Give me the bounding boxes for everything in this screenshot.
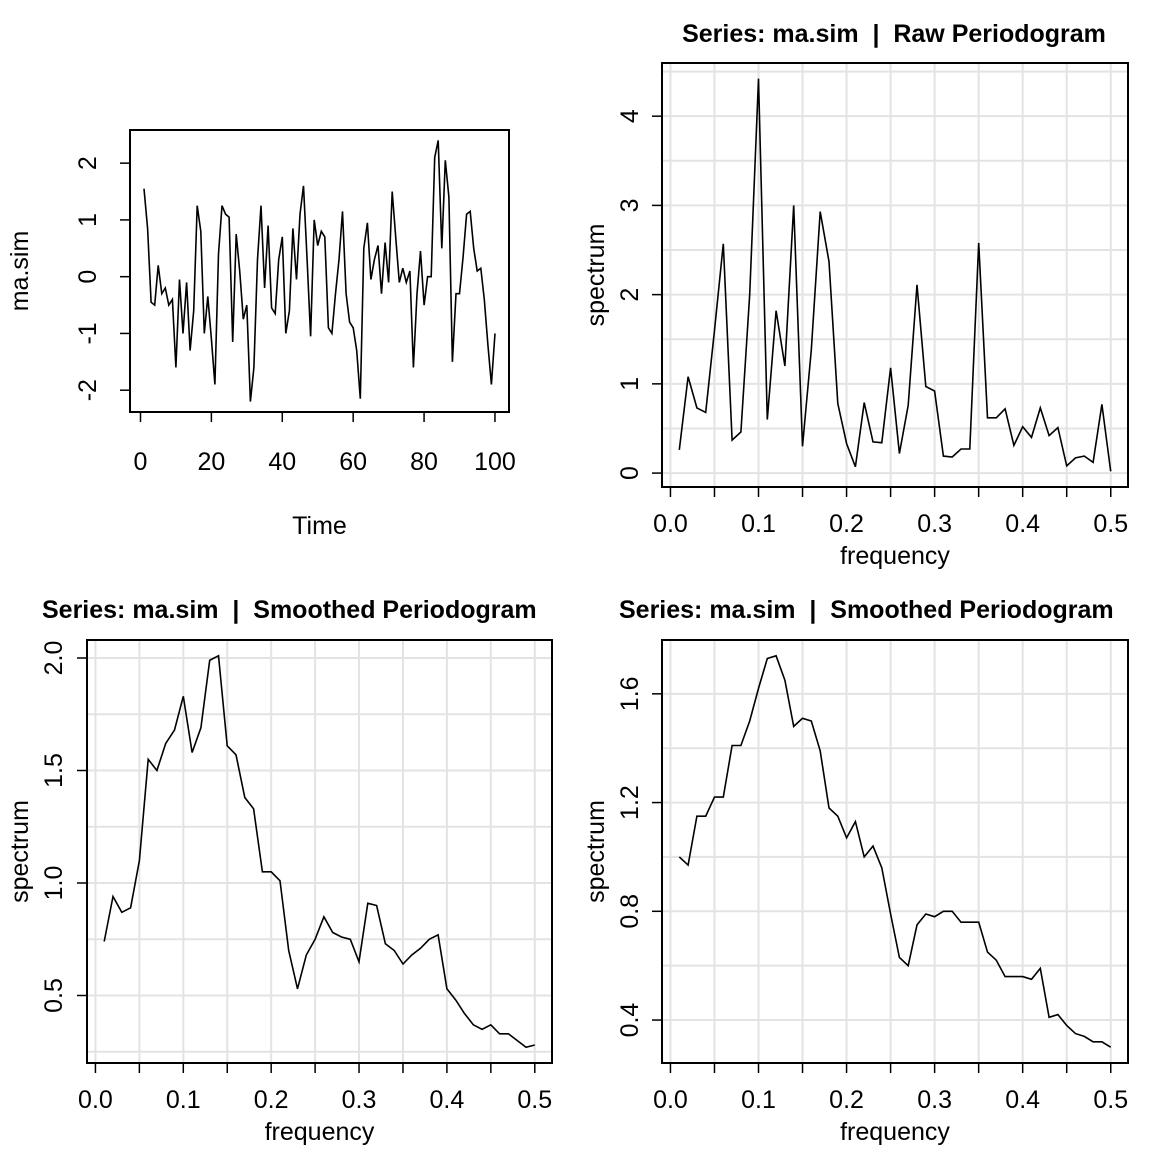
y-tick-label: 0.4 [616,1003,644,1038]
x-tick-label: 40 [268,448,296,476]
x-tick-label: 0.0 [78,1086,113,1114]
smoothed-periodogram-panel-1: 0.0 0.1 0.2 0.3 0.4 0.5 0.5 1.0 1.5 2.0 frequency s… [6,596,553,1146]
raw-periodogram-panel: 0.0 0.1 0.2 0.3 0.4 0.5 0 1 2 3 4 frequency spectrum… [582,20,1129,570]
x-tick-label: 60 [339,448,367,476]
x-tick-label: 0.1 [741,1086,776,1114]
y-tick-label: 0 [74,270,102,284]
y-tick-label: 1.5 [40,753,68,788]
series-line [678,654,1112,1048]
y-tick-label: 4 [616,109,644,123]
plot-box [661,639,1129,1064]
x-tick-label: 0 [134,448,148,476]
y-tick-label: 3 [616,198,644,212]
chart-title: Series: ma.sim | Smoothed Periodogram [42,596,537,624]
x-tick-label: 0.5 [517,1086,552,1114]
x-tick-label: 0.2 [254,1086,289,1114]
series-line [678,78,1112,472]
series-line [103,654,536,1049]
x-tick-label: 100 [474,448,516,476]
y-tick-label: -1 [74,322,102,344]
x-tick-label: 0.4 [430,1086,465,1114]
y-tick-label: 1 [74,213,102,227]
y-axis-label: spectrum [582,224,610,327]
y-tick-label: 1.0 [40,866,68,901]
x-tick-label: 0.1 [741,510,776,538]
x-tick-label: 0.2 [829,1086,864,1114]
x-tick-label: 0.0 [653,1086,688,1114]
time-series-panel: 0 20 40 60 80 100 -2 -1 0 1 2 Time ma.sim [6,129,516,540]
x-tick-label: 0.2 [829,510,864,538]
y-axis-label: ma.sim [6,231,34,312]
smoothed-periodogram-panel-2: 0.0 0.1 0.2 0.3 0.4 0.5 0.4 0.8 1.2 1.6 frequency s… [582,596,1129,1146]
series-line [143,140,496,402]
y-tick-label: -2 [74,379,102,401]
x-tick-label: 0.5 [1093,1086,1128,1114]
y-tick-label: 2 [616,288,644,302]
x-axis-label: frequency [840,542,950,570]
y-tick-label: 0.5 [40,978,68,1013]
x-tick-label: 0.3 [342,1086,377,1114]
x-tick-label: 20 [197,448,225,476]
x-tick-label: 80 [410,448,438,476]
plot-box [86,639,553,1064]
plot-box [129,129,510,413]
x-tick-label: 0.0 [653,510,688,538]
y-axis-label: spectrum [582,800,610,903]
x-tick-label: 0.4 [1005,510,1040,538]
y-tick-label: 1.6 [616,676,644,711]
x-axis-label: frequency [265,1118,375,1146]
y-tick-label: 2 [74,156,102,170]
y-axis-label: spectrum [6,800,34,903]
chart-title: Series: ma.sim | Raw Periodogram [682,20,1106,48]
x-tick-label: 0.5 [1093,510,1128,538]
chart-title: Series: ma.sim | Smoothed Periodogram [619,596,1114,624]
y-tick-label: 2.0 [40,641,68,676]
y-tick-label: 1 [616,377,644,391]
y-tick-label: 1.2 [616,785,644,820]
x-tick-label: 0.3 [917,510,952,538]
x-tick-label: 0.4 [1005,1086,1040,1114]
y-tick-label: 0 [616,466,644,480]
x-axis-label: Time [292,512,347,540]
plot-box [661,62,1129,488]
x-axis-label: frequency [840,1118,950,1146]
x-tick-label: 0.1 [166,1086,201,1114]
x-tick-label: 0.3 [917,1086,952,1114]
y-tick-label: 0.8 [616,894,644,929]
